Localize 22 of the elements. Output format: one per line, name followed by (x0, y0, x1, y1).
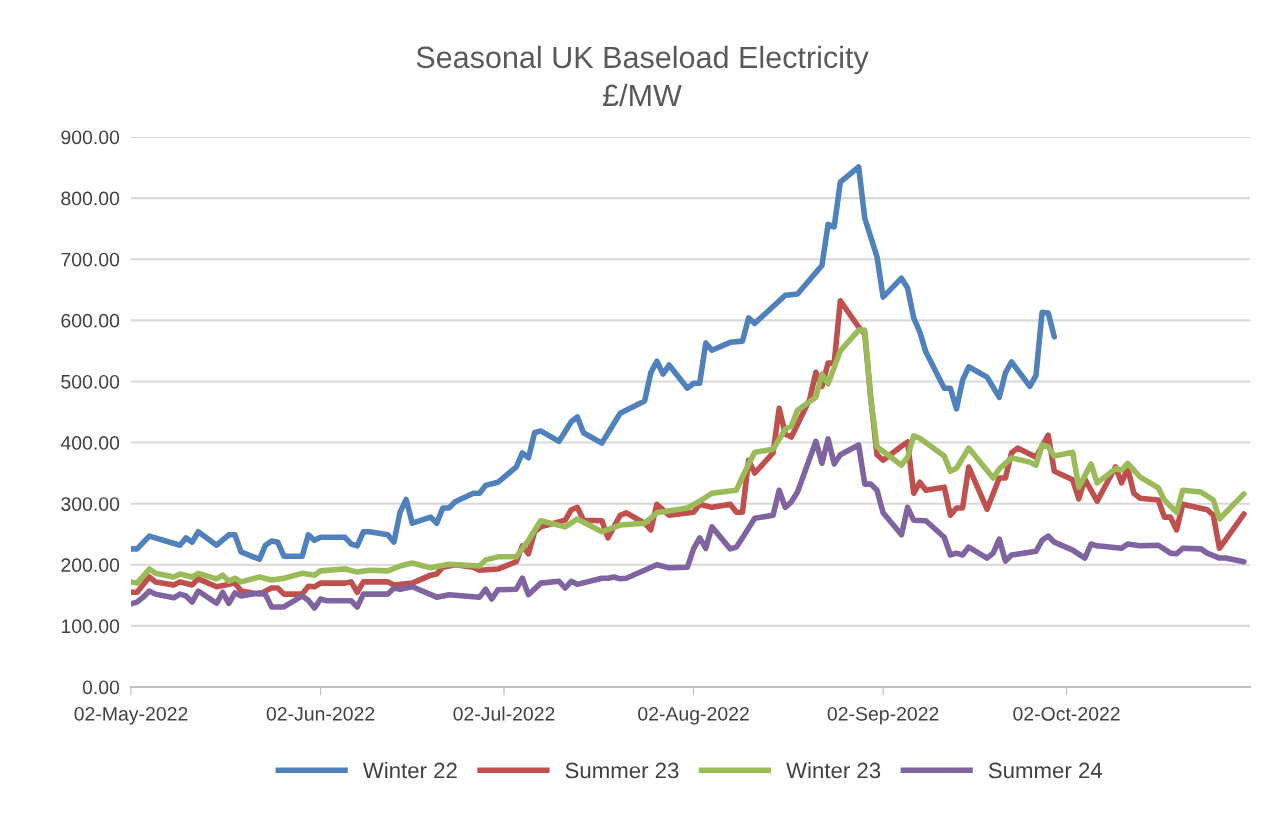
x-tick-label: 02-Aug-2022 (638, 706, 749, 725)
chart-subtitle: £/MW (602, 83, 682, 107)
x-tick-label: 02-Jul-2022 (453, 706, 555, 721)
y-tick-label: 0.00 (82, 680, 120, 695)
y-tick-label: 600.00 (61, 313, 120, 328)
y-tick-label: 200.00 (61, 558, 120, 573)
y-tick-label: 300.00 (61, 497, 120, 511)
y-tick-label: 400.00 (60, 436, 120, 450)
x-tick-label: 02-Jun-2022 (266, 706, 375, 721)
x-tick-label: 02-Sep-2022 (827, 706, 939, 725)
y-tick-label: 500.00 (61, 374, 120, 389)
y-tick-label: 900.00 (61, 130, 120, 145)
legend-label: Winter 22 (362, 762, 457, 779)
x-tick-label: 02-May-2022 (74, 706, 188, 725)
chart-title: Seasonal UK Baseload Electricity (416, 45, 869, 75)
y-tick-label: 700.00 (61, 252, 120, 267)
y-tick-label: 800.00 (61, 191, 120, 206)
x-tick-label: 02-Oct-2022 (1013, 706, 1120, 721)
legend-label: Summer 23 (565, 762, 679, 779)
legend-label: Summer 24 (988, 762, 1103, 779)
y-tick-label: 100.00 (61, 619, 120, 634)
legend-label: Winter 23 (786, 762, 881, 779)
